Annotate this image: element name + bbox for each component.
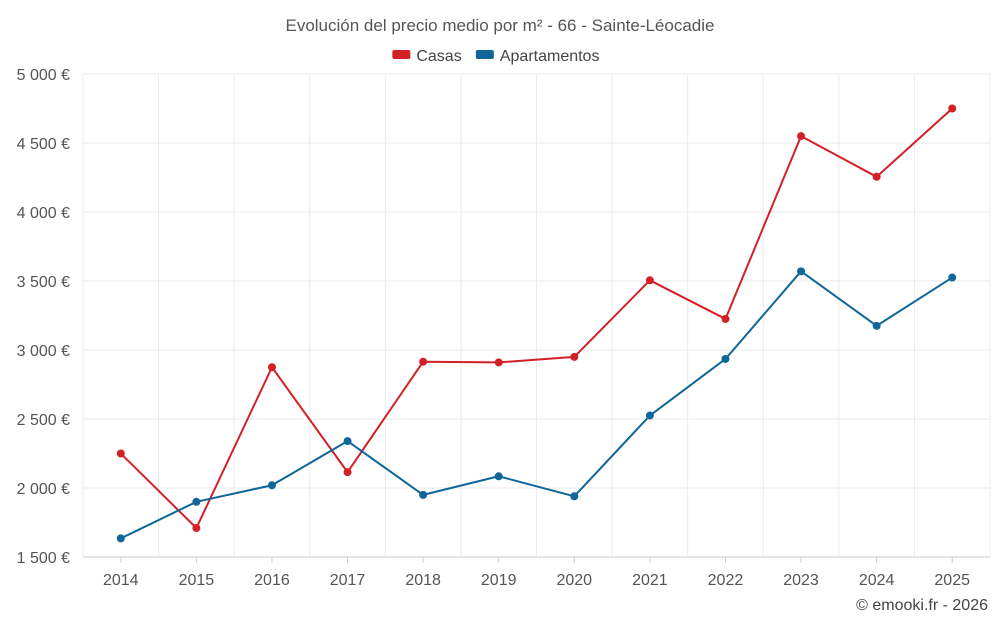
y-tick-label: 2 000 €: [17, 481, 70, 498]
x-tick-label: 2024: [859, 572, 895, 589]
data-point-apartamentos[interactable]: [192, 497, 201, 506]
data-point-apartamentos[interactable]: [721, 354, 730, 363]
x-tick-label: 2025: [934, 572, 970, 589]
y-axis: 1 500 € 2 000 € 2 500 € 3 000 € 3 500 € 4 000…: [17, 67, 70, 567]
x-tick-label: 2019: [481, 572, 517, 589]
data-point-casas[interactable]: [267, 363, 276, 372]
y-tick-label: 5 000 €: [17, 67, 70, 84]
data-point-casas[interactable]: [192, 524, 201, 533]
x-tick-label: 2020: [556, 572, 592, 589]
data-point-casas[interactable]: [494, 358, 503, 367]
x-tick-label: 2023: [783, 572, 819, 589]
x-tick-label: 2016: [254, 572, 290, 589]
data-point-casas[interactable]: [419, 357, 428, 366]
data-point-apartamentos[interactable]: [267, 481, 276, 490]
grid: [82, 73, 991, 558]
legend-item-apartamentos[interactable]: Apartamentos: [475, 48, 600, 65]
data-point-apartamentos[interactable]: [570, 492, 579, 501]
y-tick-label: 3 500 €: [17, 274, 70, 291]
x-tick-label: 2014: [103, 572, 139, 589]
data-point-apartamentos[interactable]: [343, 437, 352, 446]
legend-label: Casas: [416, 48, 461, 65]
series-line-apartamentos: [120, 270, 953, 540]
y-tick-label: 1 500 €: [17, 550, 70, 567]
data-point-casas[interactable]: [645, 276, 654, 285]
legend[interactable]: Casas Apartamentos: [392, 48, 599, 65]
data-point-casas[interactable]: [948, 104, 957, 113]
data-point-casas[interactable]: [570, 352, 579, 361]
x-tick-label: 2015: [179, 572, 215, 589]
legend-item-casas[interactable]: Casas: [392, 48, 462, 65]
y-tick-label: 4 000 €: [17, 205, 70, 222]
data-point-apartamentos[interactable]: [419, 490, 428, 499]
chart-title: Evolución del precio medio por m² - 66 -…: [285, 16, 714, 35]
legend-swatch: [392, 50, 411, 59]
x-tick-label: 2022: [708, 572, 744, 589]
y-tick-label: 4 500 €: [17, 136, 70, 153]
data-point-casas[interactable]: [343, 468, 352, 477]
data-point-casas[interactable]: [872, 172, 881, 181]
legend-swatch: [475, 50, 494, 59]
y-tick-label: 2 500 €: [17, 412, 70, 429]
legend-label: Apartamentos: [500, 48, 600, 65]
data-point-casas[interactable]: [116, 449, 125, 458]
data-point-casas[interactable]: [721, 314, 730, 323]
x-tick-label: 2021: [632, 572, 668, 589]
x-axis: 2014 2015 2016 2017 2018 2019 2020 2021 2022 2023…: [103, 557, 970, 589]
credit-text: © emooki.fr - 2026: [856, 597, 988, 614]
series-group: [116, 104, 957, 543]
y-tick-label: 3 000 €: [17, 343, 70, 360]
x-tick-label: 2018: [405, 572, 441, 589]
data-point-apartamentos[interactable]: [494, 472, 503, 481]
data-point-casas[interactable]: [797, 132, 806, 141]
series-line-casas: [120, 107, 953, 530]
data-point-apartamentos[interactable]: [645, 411, 654, 420]
data-point-apartamentos[interactable]: [116, 534, 125, 543]
data-point-apartamentos[interactable]: [797, 267, 806, 276]
data-point-apartamentos[interactable]: [872, 321, 881, 330]
data-point-apartamentos[interactable]: [948, 273, 957, 282]
x-tick-label: 2017: [330, 572, 366, 589]
